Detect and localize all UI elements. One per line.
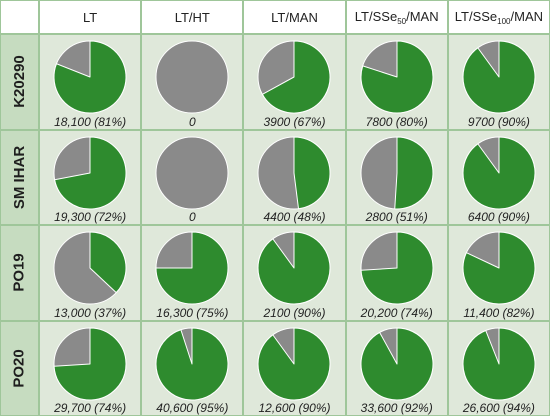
corner-cell <box>1 1 38 33</box>
pie-slice-green <box>89 231 127 294</box>
pie-slice-green <box>393 136 434 209</box>
cell-k20290-lt-ht: 0 <box>142 35 243 129</box>
pie-slice-green <box>360 231 434 305</box>
cell-po19-lt: 13,000 (37%) <box>40 226 141 320</box>
pie-po19-lt <box>53 231 127 305</box>
cell-po20-lt: 29,700 (74%) <box>40 321 141 415</box>
pie-slice-green <box>293 136 331 209</box>
pie-label: 40,600 (95%) <box>156 401 229 415</box>
pie-label: 19,300 (72%) <box>54 210 127 224</box>
cell-sm-ihar-lt-man: 4400 (48%) <box>244 130 345 224</box>
pie-sm-ihar-lt <box>53 136 127 209</box>
pie-slice-green <box>462 40 536 114</box>
pie-slice-green <box>462 327 536 400</box>
pie-po19-lt-sse100-man <box>462 231 536 305</box>
cell-k20290-lt-sse50-man: 7800 (80%) <box>346 35 447 129</box>
pie-sm-ihar-lt-sse50-man <box>360 136 434 209</box>
pie-label: 2100 (90%) <box>263 305 326 320</box>
pie-label: 13,000 (37%) <box>54 305 127 320</box>
pie-slice-green <box>462 136 536 209</box>
pie-po20-lt-man <box>257 327 331 400</box>
column-header-lt-sse100-man: LT/SSe100/MAN <box>448 1 549 33</box>
pie-slice-green <box>54 136 127 209</box>
pie-label: 6400 (90%) <box>467 210 530 224</box>
cell-po19-lt-sse100-man: 11,400 (82%) <box>448 226 549 320</box>
pie-slice-gray <box>155 40 229 114</box>
pie-po20-lt <box>53 327 127 400</box>
pie-slice-green <box>258 231 331 305</box>
cell-po20-lt-sse50-man: 33,600 (92%) <box>346 321 447 415</box>
cell-po19-lt-man: 2100 (90%) <box>244 226 345 320</box>
cell-sm-ihar-lt-sse100-man: 6400 (90%) <box>448 130 549 224</box>
pie-label: 26,600 (94%) <box>462 401 535 415</box>
pie-label: 2800 (51%) <box>365 210 428 224</box>
pie-po19-lt-ht <box>155 231 229 305</box>
pie-slice-green <box>53 327 127 400</box>
cell-k20290-lt: 18,100 (81%) <box>40 35 141 129</box>
pie-slice-green <box>155 231 229 305</box>
row-header-po20: PO20 <box>1 321 38 415</box>
cell-k20290-lt-man: 3900 (67%) <box>244 35 345 129</box>
pie-slice-green <box>262 40 331 114</box>
pie-k20290-lt-man <box>257 40 331 114</box>
pie-slice-gray <box>155 136 229 209</box>
pie-label: 16,300 (75%) <box>156 305 229 320</box>
pie-k20290-lt-ht <box>155 40 229 114</box>
column-header-lt: LT <box>40 1 141 33</box>
pie-label: 7800 (80%) <box>365 114 428 129</box>
pie-po20-lt-ht <box>155 327 229 400</box>
pie-k20290-lt-sse50-man <box>360 40 434 114</box>
pie-label: 20,200 (74%) <box>360 305 433 320</box>
pie-sm-ihar-lt-sse100-man <box>462 136 536 209</box>
cell-po19-lt-sse50-man: 20,200 (74%) <box>346 226 447 320</box>
pie-label: 0 <box>188 114 196 129</box>
pie-label: 33,600 (92%) <box>360 401 433 415</box>
row-header-po19: PO19 <box>1 226 38 320</box>
pie-label: 12,600 (90%) <box>258 401 331 415</box>
pie-sm-ihar-lt-man <box>257 136 331 209</box>
pie-po19-lt-man <box>257 231 331 305</box>
pie-slice-green <box>360 40 434 114</box>
pie-k20290-lt-sse100-man <box>462 40 536 114</box>
pie-po20-lt-sse100-man <box>462 327 536 400</box>
pie-sm-ihar-lt-ht <box>155 136 229 209</box>
pie-slice-green <box>462 231 536 305</box>
cell-po20-lt-man: 12,600 (90%) <box>244 321 345 415</box>
pie-k20290-lt <box>53 40 127 114</box>
pie-slice-green <box>155 327 229 400</box>
row-header-k20290: K20290 <box>1 35 38 129</box>
cell-sm-ihar-lt-ht: 0 <box>142 130 243 224</box>
cell-sm-ihar-lt: 19,300 (72%) <box>40 130 141 224</box>
column-header-lt-sse50-man: LT/SSe50/MAN <box>346 1 447 33</box>
column-header-lt-ht: LT/HT <box>142 1 243 33</box>
cell-k20290-lt-sse100-man: 9700 (90%) <box>448 35 549 129</box>
pie-label: 11,400 (82%) <box>463 305 535 320</box>
pie-slice-green <box>258 327 331 400</box>
cell-po20-lt-sse100-man: 26,600 (94%) <box>448 321 549 415</box>
row-header-sm-ihar: SM IHAR <box>1 130 38 224</box>
cell-po20-lt-ht: 40,600 (95%) <box>142 321 243 415</box>
pie-label: 4400 (48%) <box>263 210 326 224</box>
pie-label: 3900 (67%) <box>263 114 326 129</box>
pie-label: 18,100 (81%) <box>54 114 127 129</box>
cell-po19-lt-ht: 16,300 (75%) <box>142 226 243 320</box>
pie-slice-green <box>360 327 434 400</box>
pie-po19-lt-sse50-man <box>360 231 434 305</box>
cell-sm-ihar-lt-sse50-man: 2800 (51%) <box>346 130 447 224</box>
column-header-lt-man: LT/MAN <box>244 1 345 33</box>
pie-po20-lt-sse50-man <box>360 327 434 400</box>
pie-label: 9700 (90%) <box>467 114 530 129</box>
pie-slice-green <box>53 40 127 114</box>
pie-label: 29,700 (74%) <box>54 401 127 415</box>
pie-label: 0 <box>188 210 196 224</box>
